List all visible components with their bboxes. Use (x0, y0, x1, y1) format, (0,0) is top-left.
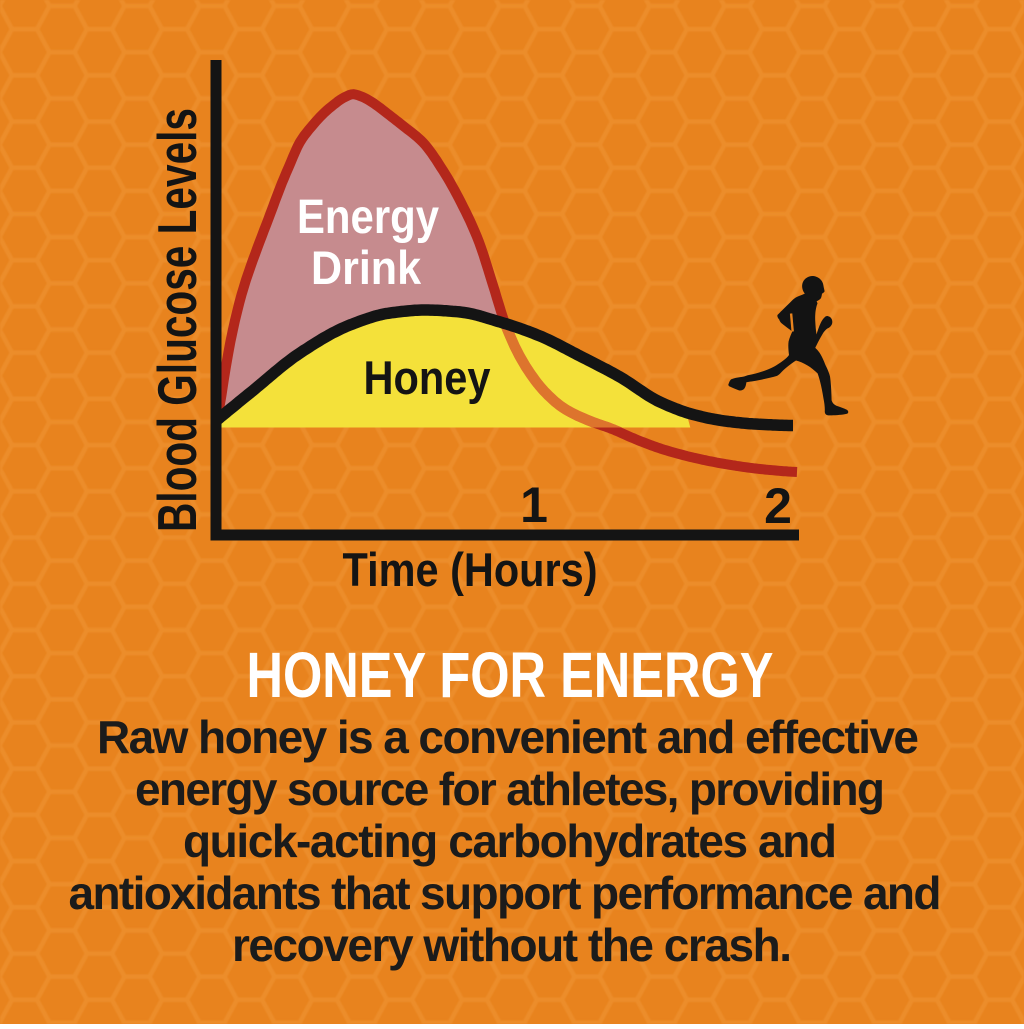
svg-text:Raw honey is a convenient and: Raw honey is a convenient and effective (97, 711, 919, 763)
svg-text:Time (Hours): Time (Hours) (343, 543, 598, 596)
svg-text:Honey: Honey (364, 351, 491, 404)
svg-text:quick-acting carbohydrates and: quick-acting carbohydrates and (183, 815, 837, 867)
svg-text:Energy: Energy (297, 191, 439, 244)
svg-text:HONEY FOR ENERGY: HONEY FOR ENERGY (247, 639, 774, 711)
svg-text:recovery without the crash.: recovery without the crash. (232, 919, 792, 971)
svg-text:energy source for athletes, pr: energy source for athletes, providing (135, 763, 885, 815)
svg-text:Blood Glucose Levels: Blood Glucose Levels (146, 108, 208, 532)
svg-text:1: 1 (520, 477, 548, 533)
svg-text:antioxidants that support perf: antioxidants that support performance an… (69, 867, 942, 919)
svg-text:Drink: Drink (311, 241, 422, 294)
svg-text:2: 2 (764, 478, 792, 534)
